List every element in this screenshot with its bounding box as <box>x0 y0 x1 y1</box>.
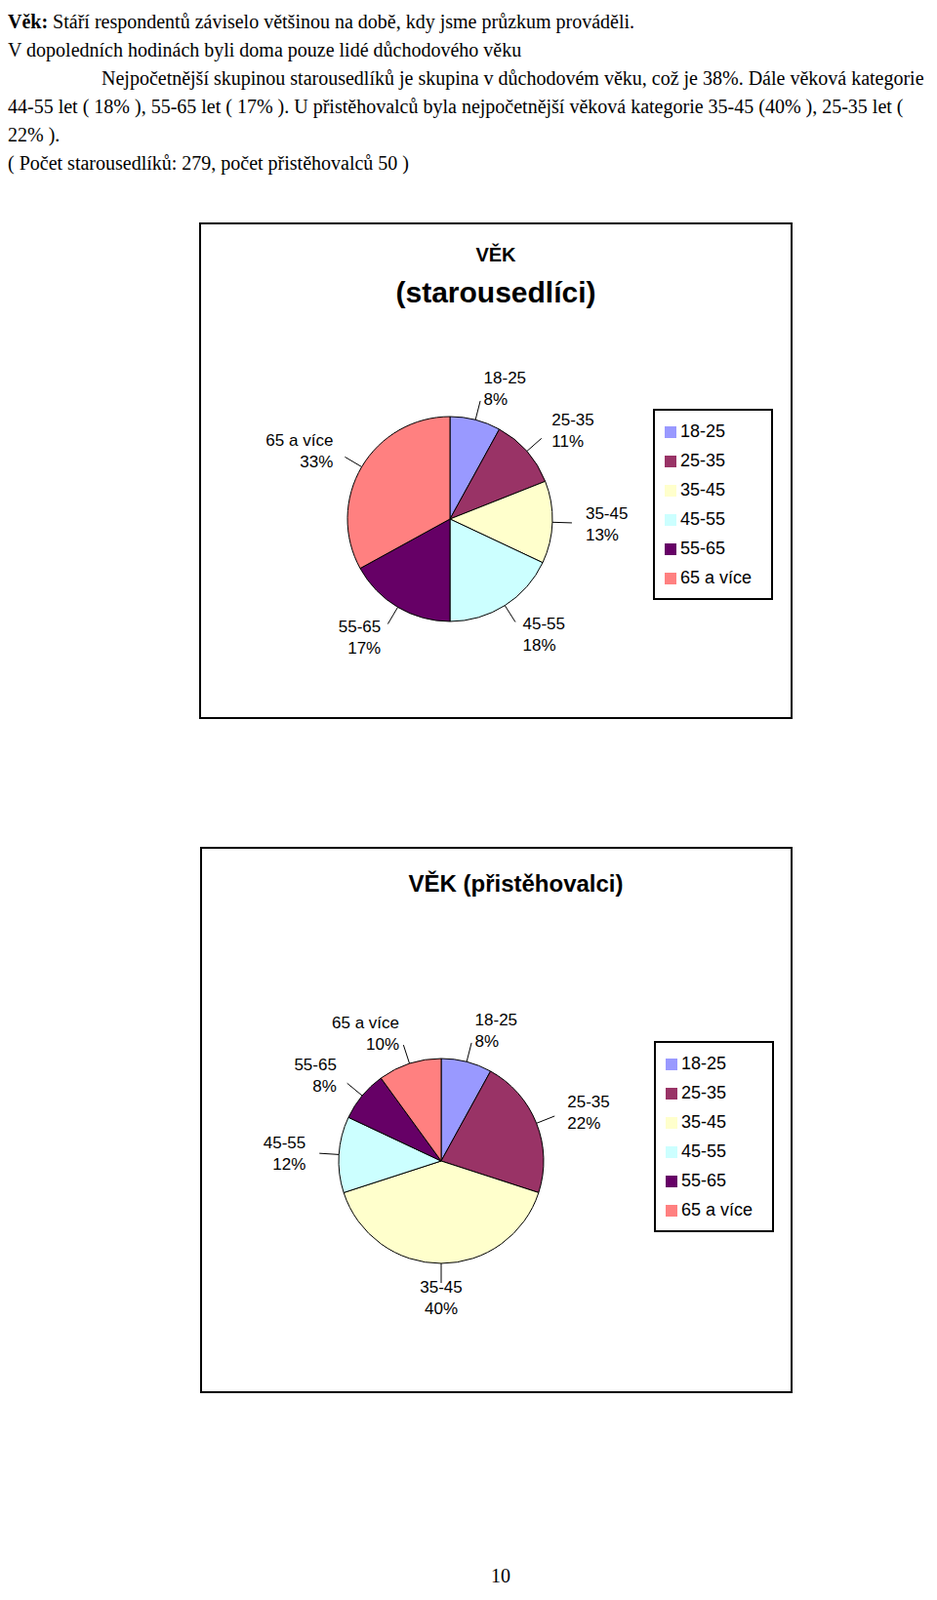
html-text:18-25: 18-25 <box>680 421 726 442</box>
html-text:V dopoledních hodinách byli do: V dopoledních hodinách byli doma pouze l… <box>7 39 522 61</box>
svg-text:55-6517%: 55-6517% <box>338 617 381 658</box>
html-text:35-45: 35-45 <box>680 480 726 500</box>
html-text:( Počet starousedlíků: 279, po: ( Počet starousedlíků: 279, počet přistě… <box>7 152 409 174</box>
html-text:35-45: 35-45 <box>681 1112 727 1133</box>
svg-text:25-3522%: 25-3522% <box>567 1093 610 1134</box>
html-text:25-35: 25-35 <box>681 1083 727 1103</box>
html-text:65 a více: 65 a více <box>680 568 752 588</box>
svg-text:45-5518%: 45-5518% <box>522 614 565 655</box>
svg-text:65 a více10%: 65 a více10% <box>331 1014 400 1055</box>
html-text:(starousedlíci): (starousedlíci) <box>395 276 596 309</box>
html-text:65 a více: 65 a více <box>681 1200 753 1221</box>
html-text:18-25: 18-25 <box>681 1054 727 1074</box>
svg-text:35-4540%: 35-4540% <box>419 1278 462 1319</box>
svg-text:45-5512%: 45-5512% <box>263 1134 306 1175</box>
html-text:VĚK: VĚK <box>475 244 516 266</box>
html-text:45-55: 45-55 <box>681 1141 727 1162</box>
svg-text:25-3511%: 25-3511% <box>551 410 594 451</box>
svg-text:18-258%: 18-258% <box>484 368 527 409</box>
html-text:45-55: 45-55 <box>680 509 726 530</box>
svg-text:55-658%: 55-658% <box>293 1056 336 1097</box>
svg-text:35-4513%: 35-4513% <box>585 504 628 545</box>
html-text:55-65: 55-65 <box>681 1171 727 1191</box>
html-text:Věk: Stáří respondentů závisel: Věk: Stáří respondentů záviselo většinou… <box>7 10 635 33</box>
html-text:55-65: 55-65 <box>680 538 726 559</box>
svg-text:65 a více33%: 65 a více33% <box>265 431 333 472</box>
svg-text:18-258%: 18-258% <box>475 1011 518 1052</box>
html-text:Nejpočetnější skupinou starous: Nejpočetnější skupinou starousedlíků je … <box>7 67 924 146</box>
html-text:25-35: 25-35 <box>680 450 726 471</box>
html-text:VĚK (přistěhovalci): VĚK (přistěhovalci) <box>408 870 624 897</box>
html-text:10: 10 <box>490 1565 511 1588</box>
